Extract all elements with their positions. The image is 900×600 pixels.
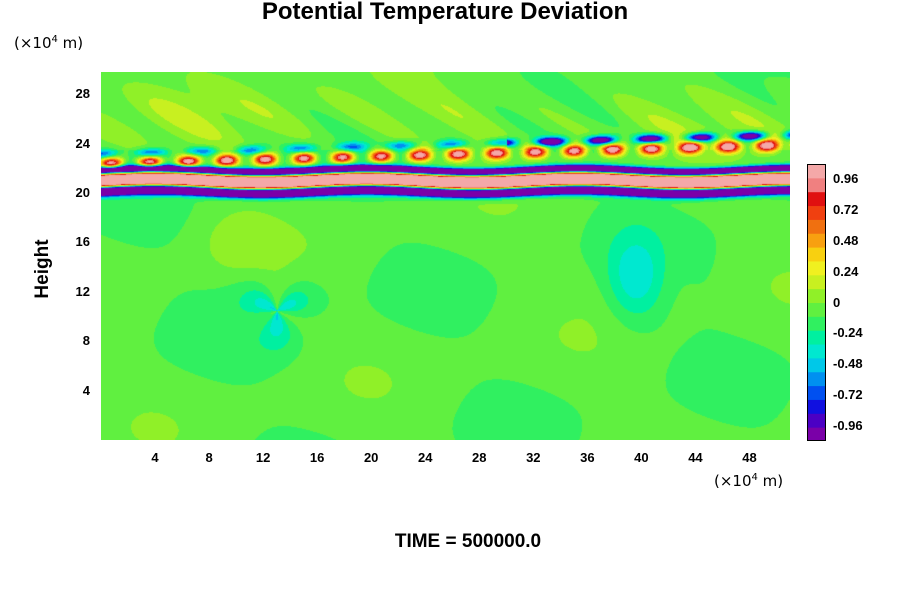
x-tick-label: 12 bbox=[255, 450, 271, 465]
x-tick-label: 4 bbox=[151, 450, 159, 465]
y-tick-label: 16 bbox=[75, 234, 90, 250]
x-tick-label: 20 bbox=[363, 450, 379, 465]
colorbar-tick-label: -0.72 bbox=[833, 386, 863, 402]
time-label: TIME = 500000.0 bbox=[394, 531, 542, 552]
heatmap-plot bbox=[101, 72, 790, 440]
y-tick-label: 24 bbox=[75, 135, 90, 151]
colorbar-tick-label: -0.48 bbox=[833, 356, 863, 372]
y-tick-label: 12 bbox=[75, 283, 90, 299]
colorbar-swatch bbox=[807, 191, 826, 207]
colorbar-tick-label: -0.24 bbox=[833, 325, 863, 341]
x-tick-label: 28 bbox=[472, 450, 487, 465]
colorbar-swatch bbox=[807, 205, 826, 220]
colorbar-swatch bbox=[807, 427, 826, 441]
y-tick-label: 8 bbox=[82, 333, 90, 349]
colorbar-swatch bbox=[807, 288, 826, 303]
colorbar-tick-label: 0 bbox=[833, 294, 841, 310]
x-tick-label: 44 bbox=[688, 450, 703, 465]
colorbar-tick-label: 0.48 bbox=[833, 232, 859, 248]
y-axis-unit: (×104 m) bbox=[14, 34, 84, 52]
x-tick-label: 36 bbox=[580, 450, 595, 465]
y-tick-label: 28 bbox=[75, 86, 90, 102]
colorbar-swatch bbox=[807, 344, 826, 359]
colorbar-tick-label: 0.96 bbox=[833, 171, 859, 187]
colorbar-tick-label: 0.24 bbox=[833, 263, 859, 279]
chart-title: Potential Temperature Deviation bbox=[261, 0, 629, 25]
colorbar-swatch bbox=[807, 177, 826, 193]
colorbar-swatch bbox=[807, 219, 826, 234]
x-tick-label: 40 bbox=[634, 450, 649, 465]
y-tick-label: 20 bbox=[75, 185, 90, 201]
colorbar-swatch bbox=[807, 385, 826, 400]
x-tick-label: 32 bbox=[526, 450, 541, 465]
y-tick-label: 4 bbox=[82, 382, 90, 398]
y-axis-label: Height bbox=[32, 239, 53, 299]
x-tick-label: 16 bbox=[309, 450, 325, 465]
colorbar-swatch bbox=[807, 330, 826, 345]
x-tick-label: 24 bbox=[418, 450, 433, 465]
colorbar-tick-label: 0.72 bbox=[833, 202, 859, 218]
colorbar-swatch bbox=[807, 302, 826, 317]
colorbar-swatch bbox=[807, 357, 826, 373]
x-tick-label: 48 bbox=[742, 450, 757, 465]
colorbar-frame bbox=[807, 164, 826, 441]
colorbar-swatch bbox=[807, 274, 826, 290]
colorbar bbox=[807, 164, 826, 441]
colorbar-swatch bbox=[807, 260, 826, 276]
colorbar-swatch bbox=[807, 247, 826, 262]
colorbar-swatch bbox=[807, 164, 826, 179]
x-axis-unit: (×104 m) bbox=[714, 472, 784, 490]
colorbar-swatch bbox=[807, 371, 826, 387]
colorbar-tick-label: -0.96 bbox=[833, 417, 863, 433]
colorbar-swatch bbox=[807, 233, 826, 248]
colorbar-swatch bbox=[807, 413, 826, 428]
colorbar-swatch bbox=[807, 399, 826, 414]
colorbar-swatch bbox=[807, 316, 826, 331]
x-tick-label: 8 bbox=[205, 450, 213, 465]
